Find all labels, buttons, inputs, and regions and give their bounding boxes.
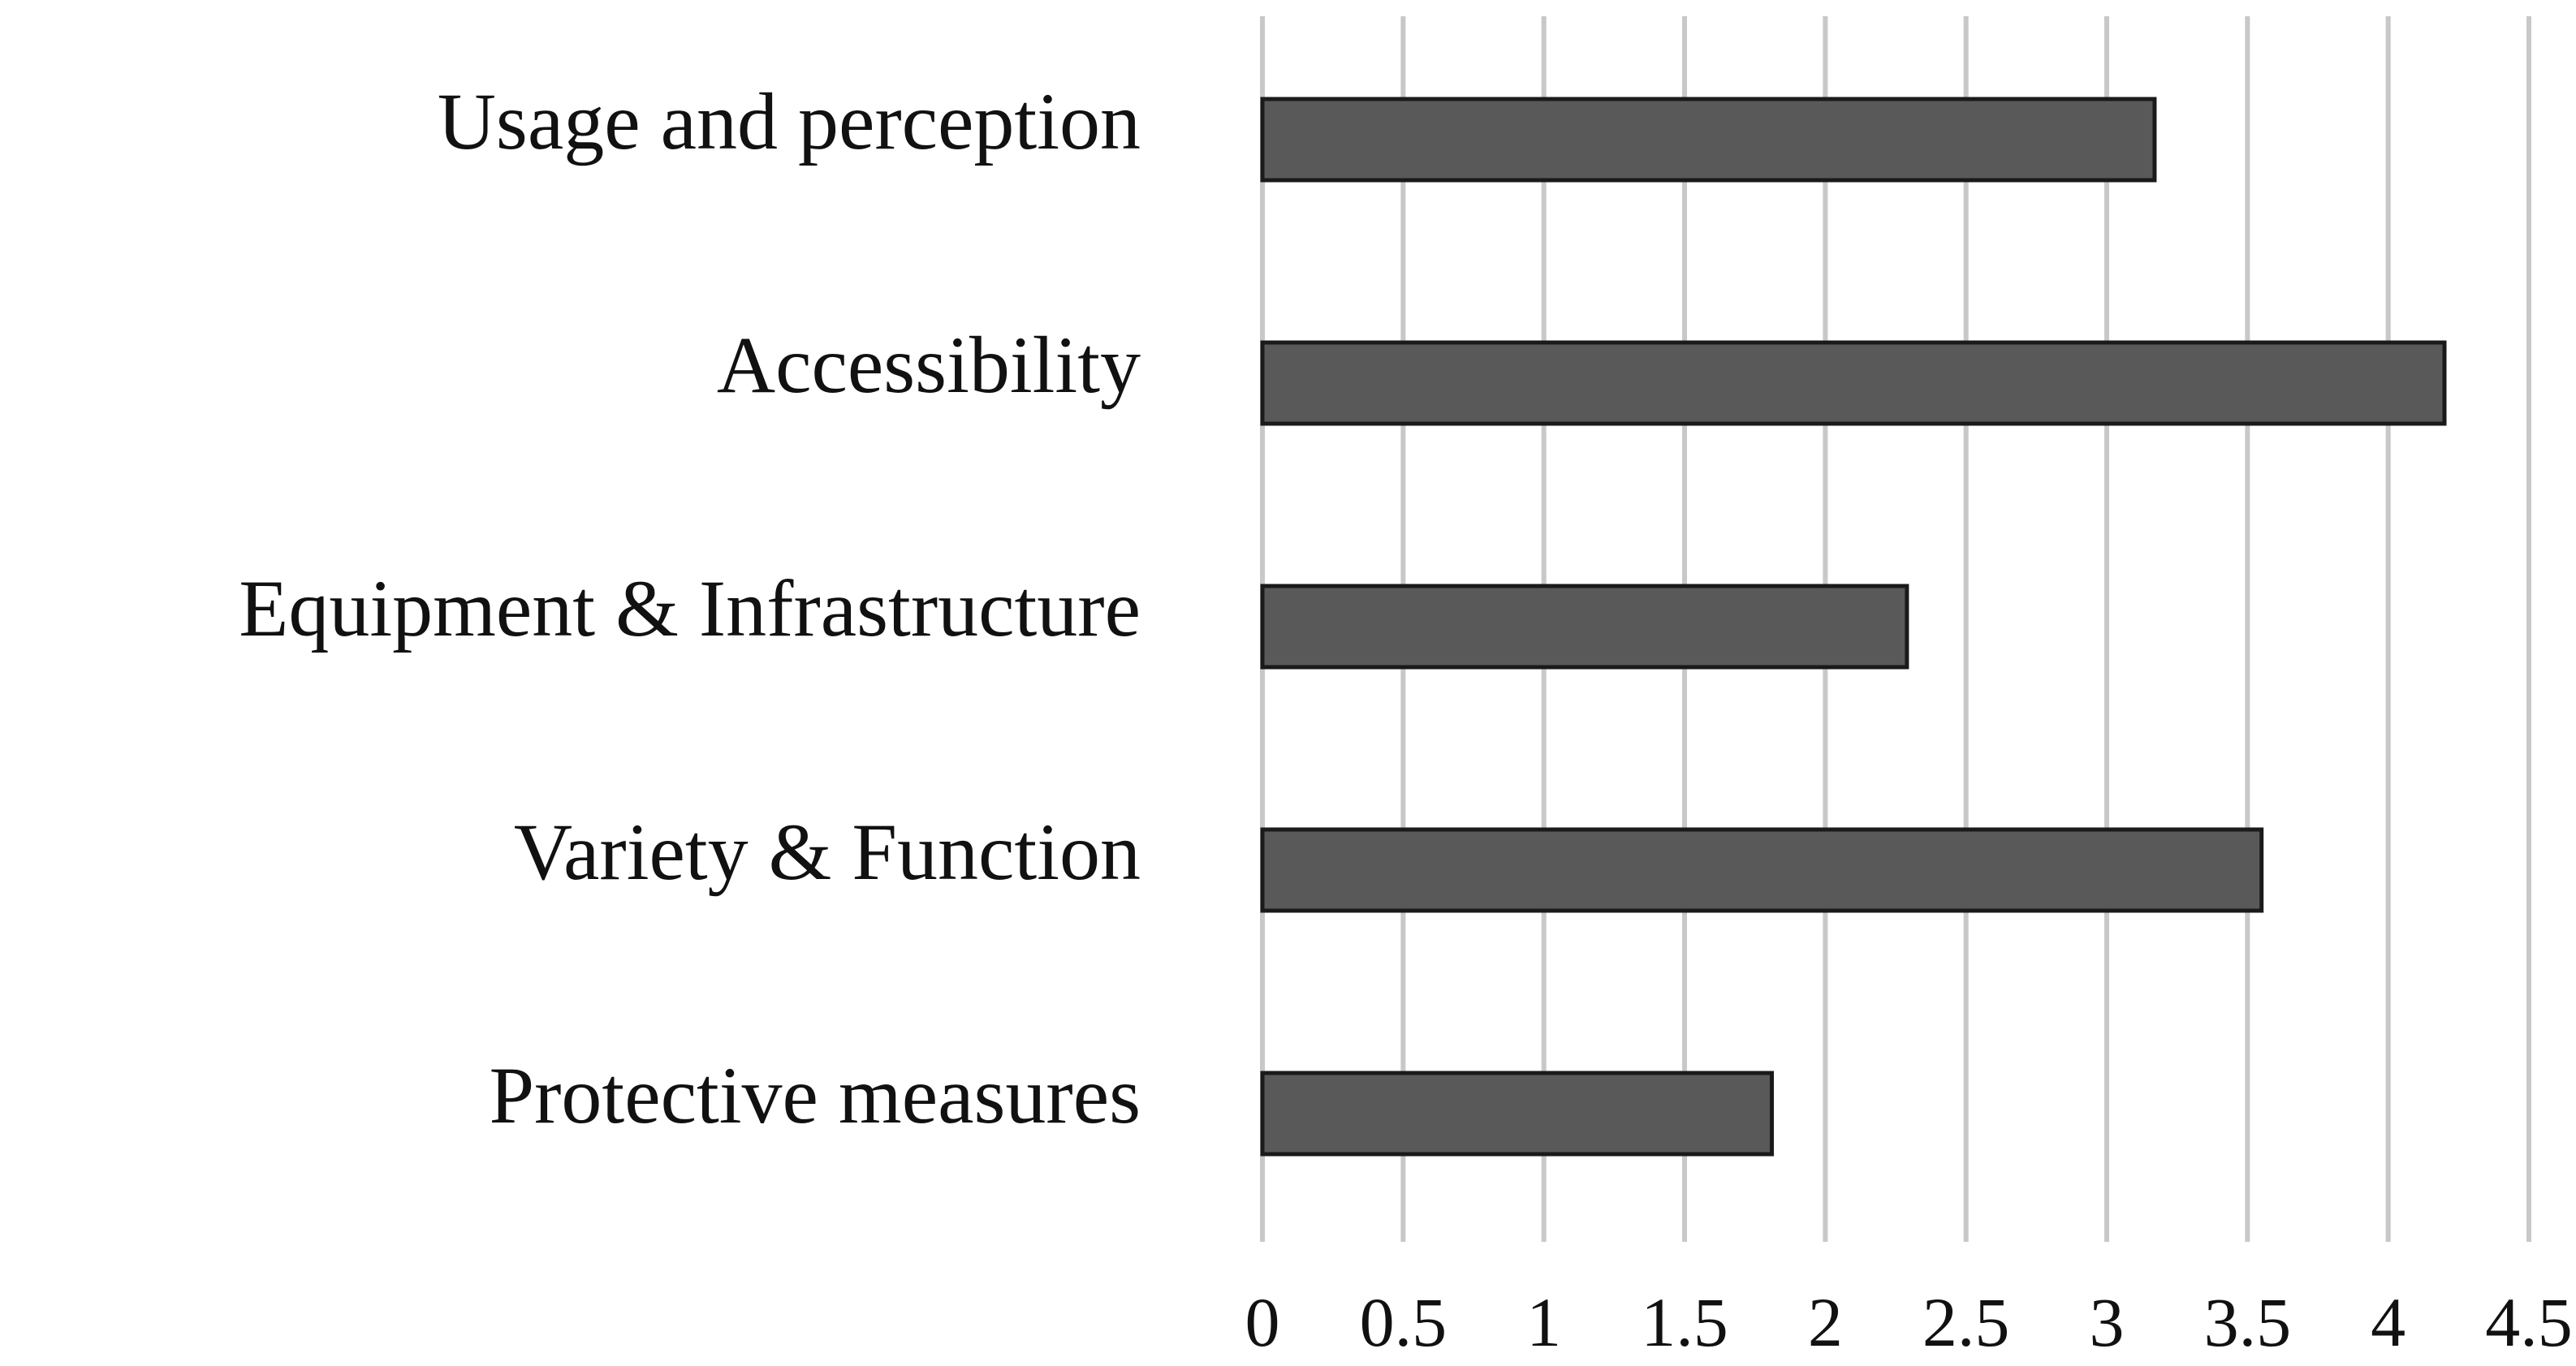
category-label-3: Variety & Function bbox=[514, 807, 1141, 897]
category-label-1: Accessibility bbox=[717, 320, 1141, 410]
x-tick-label-0: 0 bbox=[1245, 1283, 1280, 1361]
x-tick-labels: 0 0.5 1 1.5 2 2.5 3 3.5 4 4.5 bbox=[1245, 1283, 2573, 1361]
bar-4 bbox=[1260, 1071, 1774, 1157]
bar-3 bbox=[1260, 827, 2264, 913]
bar-1 bbox=[1260, 340, 2447, 426]
x-tick-label-5: 2.5 bbox=[1922, 1283, 2010, 1361]
x-tick-label-7: 3.5 bbox=[2204, 1283, 2292, 1361]
x-tick-label-1: 0.5 bbox=[1360, 1283, 1448, 1361]
category-labels: Usage and perception Accessibility Equipme… bbox=[239, 76, 1141, 1140]
category-label-2: Equipment & Infrastructure bbox=[239, 563, 1141, 653]
bar-0 bbox=[1260, 97, 2157, 183]
x-tick-label-9: 4.5 bbox=[2485, 1283, 2573, 1361]
bar-2 bbox=[1260, 584, 1909, 670]
x-tick-label-4: 2 bbox=[1808, 1283, 1843, 1361]
x-tick-label-6: 3 bbox=[2090, 1283, 2125, 1361]
category-label-4: Protective measures bbox=[490, 1050, 1141, 1140]
x-tick-label-8: 4 bbox=[2371, 1283, 2406, 1361]
bars bbox=[1260, 97, 2447, 1157]
x-tick-label-2: 1 bbox=[1526, 1283, 1561, 1361]
x-tick-label-3: 1.5 bbox=[1641, 1283, 1728, 1361]
category-label-0: Usage and perception bbox=[438, 76, 1141, 166]
